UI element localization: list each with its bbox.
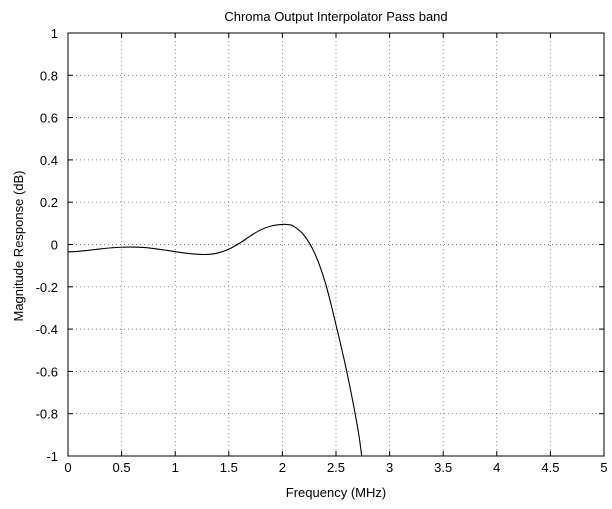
x-tick-label: 3: [386, 460, 393, 475]
magnitude-response-line: [67, 223, 363, 457]
y-tick-label: 0.4: [40, 153, 58, 168]
x-tick-label: 2.5: [327, 460, 345, 475]
y-tick-label: -0.2: [36, 280, 58, 295]
y-tick-label: -0.4: [36, 322, 58, 337]
x-tick-label: 2: [279, 460, 286, 475]
x-tick-label: 0.5: [113, 460, 131, 475]
x-axis-label: Frequency (MHz): [286, 485, 386, 500]
x-tick-label: 0: [64, 460, 71, 475]
chart-title: Chroma Output Interpolator Pass band: [224, 9, 447, 24]
x-tick-label: 4.5: [541, 460, 559, 475]
x-tick-label: 4: [493, 460, 500, 475]
tick-layer: [67, 32, 605, 457]
x-tick-label: 1: [172, 460, 179, 475]
x-tick-label: 1.5: [220, 460, 238, 475]
x-tick-label: 3.5: [434, 460, 452, 475]
x-tick-label: 5: [600, 460, 607, 475]
y-tick-label: 0.6: [40, 111, 58, 126]
label-layer: 0 0.5 1 1.5 2 2.5 3 3.5 4 4.5 5 -1 -0.8 -0.6 -0.4 -0.2 0…: [36, 26, 608, 475]
y-tick-label: 0.2: [40, 195, 58, 210]
grid-layer: [68, 33, 604, 456]
y-tick-label: 0.8: [40, 68, 58, 83]
y-tick-label: 0: [51, 238, 58, 253]
y-tick-label: -0.6: [36, 364, 58, 379]
y-axis-label: Magnitude Response (dB): [11, 170, 26, 321]
y-tick-label: -0.8: [36, 407, 58, 422]
y-tick-label: -1: [46, 449, 58, 464]
y-tick-label: 1: [51, 26, 58, 41]
plot-frame: [67, 32, 605, 457]
line-layer: [67, 223, 363, 457]
